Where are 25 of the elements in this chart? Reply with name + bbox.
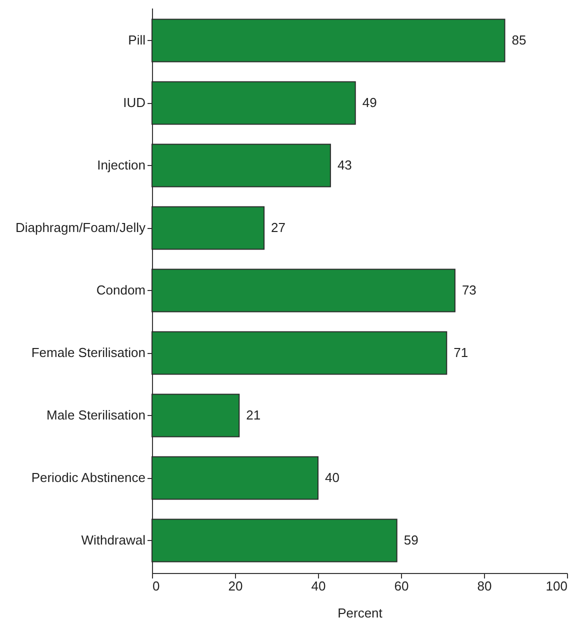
data-label: 49 (362, 95, 377, 110)
y-tick-label: Withdrawal (81, 532, 146, 548)
y-tick-label: Male Sterilisation (46, 408, 146, 422)
x-tick-label: 40 (311, 578, 326, 594)
y-tick-label: Injection (97, 158, 146, 172)
data-label: 27 (271, 220, 286, 235)
data-label: 85 (512, 32, 526, 48)
data-label: 71 (454, 345, 468, 360)
y-tick-label: IUD (123, 95, 146, 110)
data-label: 21 (246, 408, 261, 422)
x-tick-label: 80 (477, 578, 492, 594)
y-tick-label: Pill (128, 32, 146, 48)
x-tick-label: 20 (228, 578, 243, 594)
data-label: 40 (325, 470, 340, 485)
y-tick-label: Female Sterilisation (31, 345, 146, 360)
y-tick-label: Periodic Abstinence (31, 470, 146, 485)
data-label: 73 (462, 282, 476, 298)
x-axis-title: Percent (338, 606, 383, 620)
x-tick-label: 100 (546, 578, 568, 594)
y-tick-label: Diaphragm/Foam/Jelly (15, 220, 146, 235)
data-label: 43 (337, 158, 352, 172)
x-tick-label: 0 (152, 578, 160, 594)
data-label: 59 (404, 532, 418, 548)
x-tick-label: 60 (394, 578, 409, 594)
y-tick-label: Condom (96, 282, 146, 298)
